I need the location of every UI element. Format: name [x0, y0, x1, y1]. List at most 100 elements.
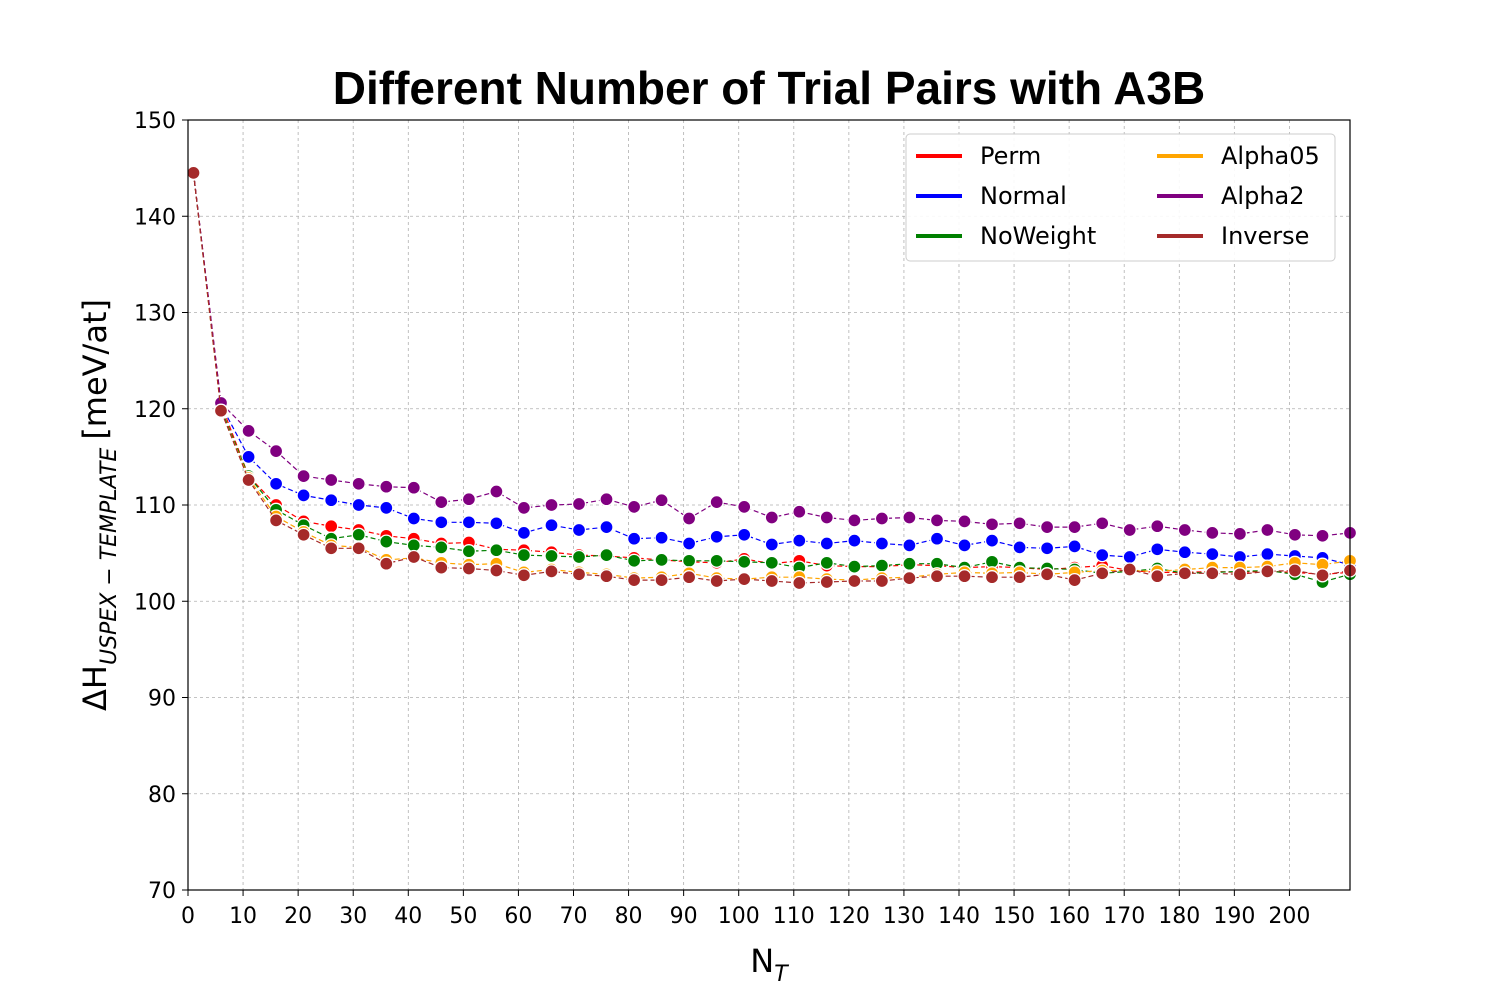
data-point: [737, 527, 752, 542]
data-point: [654, 530, 669, 545]
data-point: [379, 556, 394, 571]
data-point: [516, 525, 532, 541]
data-point: [1012, 570, 1027, 585]
data-point: [324, 519, 339, 534]
legend-item: Inverse: [1157, 222, 1309, 250]
data-point: [461, 515, 477, 530]
data-point: [1012, 516, 1027, 531]
data-point: [737, 499, 752, 515]
data-point: [599, 569, 614, 584]
data-point: [847, 533, 862, 548]
y-tick-label: 100: [134, 590, 176, 615]
data-point: [1067, 519, 1082, 535]
data-point: [626, 531, 642, 546]
data-point: [489, 484, 504, 499]
x-tick-label: 100: [718, 904, 760, 929]
data-point: [434, 494, 449, 510]
data-point: [819, 574, 834, 590]
data-point: [1122, 562, 1137, 577]
data-point: [681, 536, 697, 551]
y-tick-label: 110: [134, 494, 176, 519]
x-tick-label: 200: [1268, 904, 1310, 929]
data-point: [268, 443, 284, 459]
data-point: [1205, 546, 1220, 562]
x-tick-label: 150: [993, 904, 1035, 929]
data-point: [764, 555, 779, 570]
data-point: [544, 518, 559, 533]
data-point: [1150, 569, 1165, 584]
data-point: [599, 492, 614, 507]
y-axis-label: ΔHUSPEX − TEMPLATE[meV/at]: [76, 299, 122, 711]
data-point: [1012, 540, 1027, 555]
data-point: [1315, 528, 1330, 543]
data-point: [186, 165, 201, 181]
data-point: [1122, 549, 1137, 565]
data-point: [1205, 566, 1220, 581]
data-point: [241, 472, 256, 488]
data-point: [544, 564, 559, 579]
data-point: [268, 476, 284, 491]
data-point: [1039, 541, 1055, 556]
data-point: [847, 559, 862, 574]
data-point: [434, 560, 449, 575]
y-tick-label: 120: [134, 398, 176, 423]
data-point: [847, 513, 862, 528]
data-point: [516, 500, 532, 516]
legend-label: NoWeight: [980, 222, 1096, 250]
data-point: [571, 522, 587, 538]
data-point: [1177, 566, 1192, 581]
data-point: [764, 510, 779, 525]
data-point: [1039, 567, 1055, 582]
data-point: [792, 504, 807, 519]
data-point: [1067, 572, 1082, 588]
data-point: [874, 511, 890, 526]
legend-label: Alpha2: [1221, 182, 1305, 210]
data-point: [984, 533, 1000, 548]
x-tick-label: 180: [1158, 904, 1200, 929]
data-point: [1122, 522, 1137, 538]
data-point: [681, 553, 697, 568]
data-point: [571, 496, 587, 512]
data-point: [324, 541, 339, 556]
data-point: [516, 568, 532, 583]
data-point: [461, 492, 477, 507]
y-tick-label: 140: [134, 205, 176, 230]
data-point: [241, 449, 256, 465]
data-point: [874, 536, 890, 551]
series-inverse: [186, 165, 1358, 591]
data-point: [296, 468, 311, 484]
x-tick-label: 10: [229, 904, 257, 929]
data-point: [929, 531, 945, 546]
data-point: [1095, 516, 1110, 531]
data-point: [1095, 566, 1110, 581]
y-tick-label: 70: [148, 879, 176, 904]
data-point: [654, 493, 669, 508]
legend-label: Normal: [980, 182, 1067, 210]
legend-label: Alpha05: [1221, 142, 1320, 170]
data-point: [599, 547, 614, 563]
data-point: [1150, 519, 1165, 534]
data-point: [571, 549, 587, 565]
data-point: [1095, 547, 1110, 563]
data-point: [984, 570, 1000, 585]
data-point: [489, 516, 504, 531]
data-point: [792, 575, 807, 591]
data-point: [1287, 527, 1303, 542]
legend-item: NoWeight: [916, 222, 1096, 250]
x-tick-label: 30: [339, 904, 367, 929]
data-point: [626, 499, 642, 515]
data-point: [764, 537, 779, 552]
data-point: [984, 517, 1000, 532]
x-tick-label: 170: [1103, 904, 1145, 929]
data-point: [681, 570, 697, 585]
x-tick-label: 40: [394, 904, 422, 929]
data-point: [1232, 526, 1248, 542]
x-tick-label: 60: [504, 904, 532, 929]
data-point: [737, 571, 752, 587]
data-point: [681, 511, 697, 526]
x-tick-label: 0: [181, 904, 195, 929]
data-point: [434, 515, 449, 530]
legend-item: Alpha2: [1157, 182, 1305, 210]
x-tick-label: 90: [670, 904, 698, 929]
